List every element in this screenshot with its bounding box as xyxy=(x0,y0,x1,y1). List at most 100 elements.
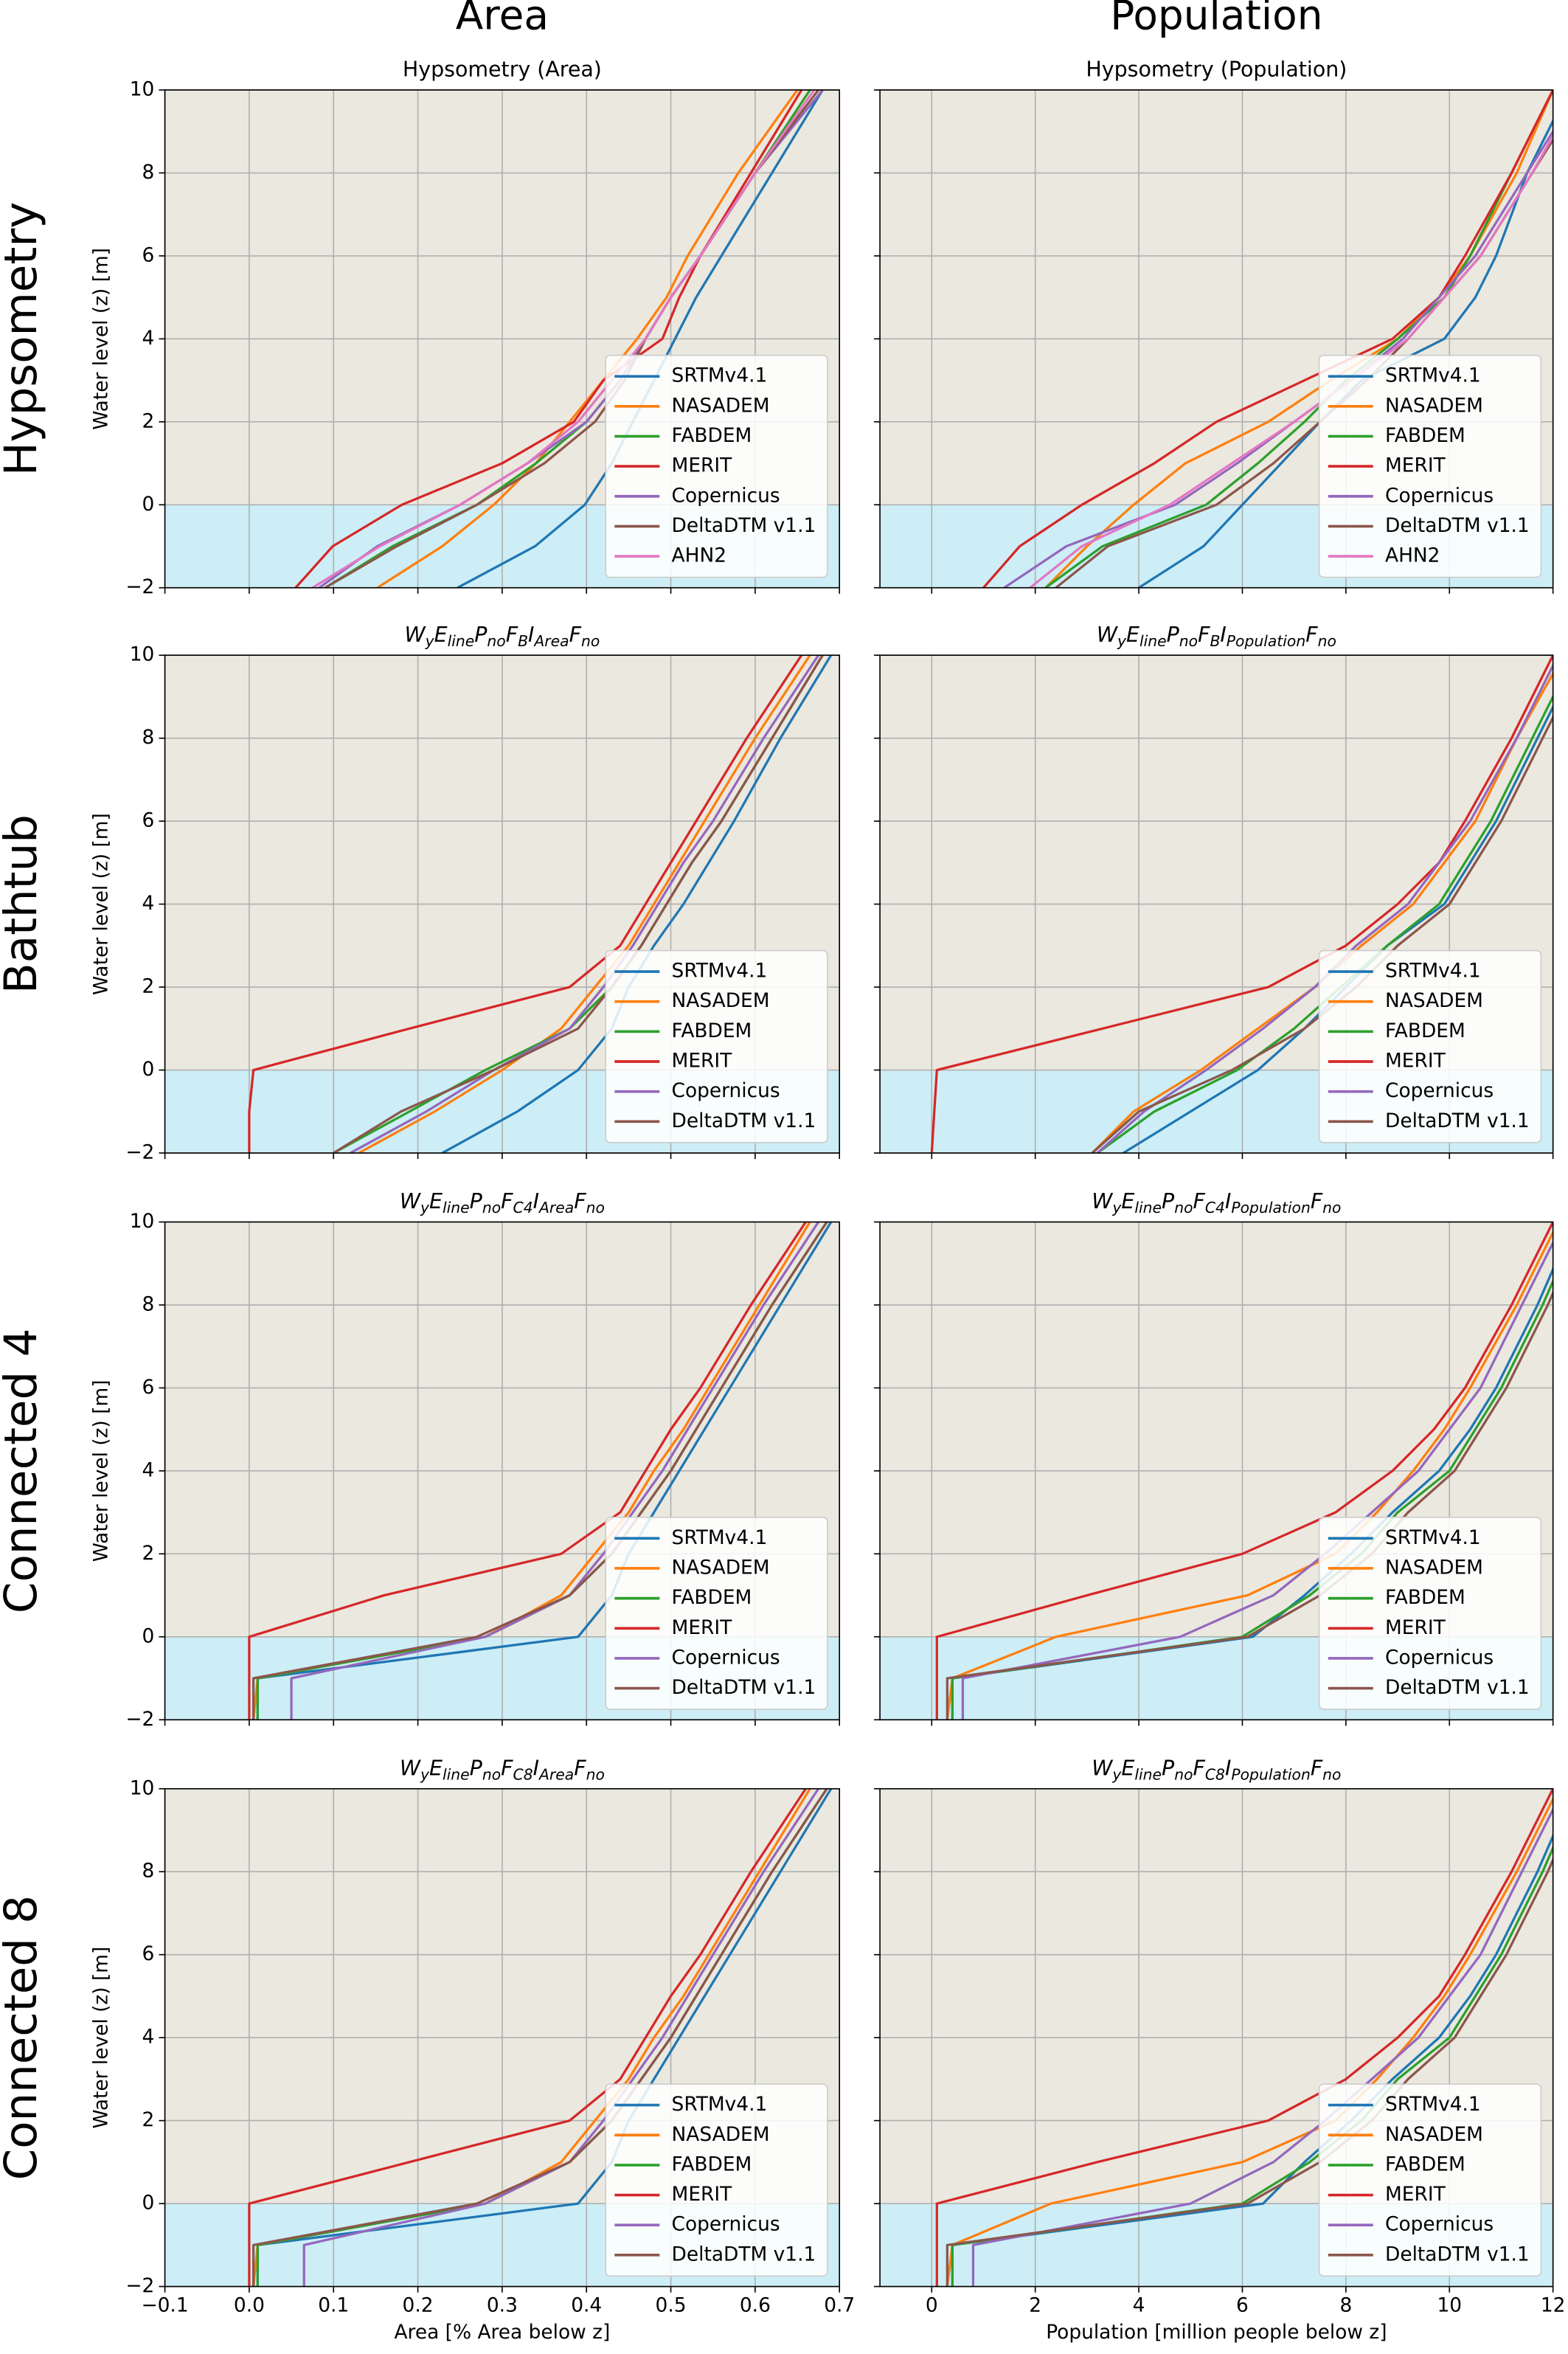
subplot-title: WyElinePnoFC4IPopulationFno xyxy=(1092,1189,1341,1216)
legend-label: FABDEM xyxy=(1385,2153,1465,2175)
y-axis-label: Water level (z) [m] xyxy=(90,813,113,995)
title-subscript: C4 xyxy=(1205,1199,1225,1216)
series-line xyxy=(1096,693,1553,1153)
title-subscript: line xyxy=(1134,1199,1162,1216)
series-line xyxy=(935,1788,1553,2287)
row-title: Bathtub xyxy=(0,814,47,994)
legend-label: DeltaDTM v1.1 xyxy=(1385,1110,1530,1132)
title-subscript: no xyxy=(1174,1199,1193,1216)
title-symbol: P xyxy=(474,623,488,647)
x-tick-label: −0.1 xyxy=(142,2294,189,2316)
title-subscript: y xyxy=(1111,1765,1122,1783)
title-subscript: y xyxy=(420,1199,430,1216)
series-line xyxy=(946,1229,1553,1720)
legend-label: DeltaDTM v1.1 xyxy=(1385,1676,1530,1699)
title-subscript: line xyxy=(448,632,475,650)
series-line xyxy=(946,1796,1553,2287)
legend-label: SRTMv4.1 xyxy=(1385,1526,1481,1549)
subplot-title: WyElinePnoFC8IAreaFno xyxy=(400,1756,605,1783)
title-subscript: y xyxy=(1117,632,1127,650)
title-symbol: F xyxy=(1305,623,1318,647)
title-symbol: W xyxy=(404,623,426,647)
legend-label: NASADEM xyxy=(672,2123,770,2146)
lines xyxy=(248,1788,833,2287)
y-tick-label: −2 xyxy=(125,1708,154,1731)
title-subscript: Population xyxy=(1231,1765,1310,1783)
legend-box xyxy=(1318,949,1542,1143)
series-line xyxy=(248,1788,807,2287)
legend-label: DeltaDTM v1.1 xyxy=(672,514,816,537)
subplot: −2 0 2 4 6 8 10 Hypsometry (Area) Water level (z… xyxy=(90,58,841,598)
legend-label: FABDEM xyxy=(1385,424,1465,447)
lines xyxy=(248,1222,833,1720)
axes-frame xyxy=(164,1787,841,2288)
x-tick-label: 0 xyxy=(926,2294,938,2316)
title-subscript: no xyxy=(586,1199,605,1216)
subplot: Hypsometry (Population) SRTMv4.1 NASADEM FA… xyxy=(873,58,1554,594)
title-symbol: W xyxy=(1097,623,1118,647)
title-symbol: E xyxy=(434,623,448,647)
title-symbol: F xyxy=(1311,1756,1323,1780)
title-symbol: I xyxy=(1225,1189,1231,1214)
series-line xyxy=(1096,662,1553,1153)
y-tick-label: 4 xyxy=(142,327,155,350)
y-tick-label: 8 xyxy=(142,726,155,749)
series-line xyxy=(302,1788,819,2287)
lines xyxy=(935,1788,1553,2287)
series-line xyxy=(951,1832,1553,2287)
legend-label: SRTMv4.1 xyxy=(672,1526,768,1549)
title-symbol: E xyxy=(1121,1189,1134,1214)
series-line xyxy=(248,655,803,1153)
y-tick-label: 6 xyxy=(142,809,155,832)
series-line xyxy=(935,1222,1553,1720)
series-line xyxy=(946,1289,1553,1720)
y-tick-label: 2 xyxy=(142,409,155,432)
column-title: Population xyxy=(1110,0,1322,39)
title-symbol: W xyxy=(1092,1756,1113,1780)
legend-label: NASADEM xyxy=(672,1556,770,1579)
lines xyxy=(930,655,1553,1153)
legend-label: SRTMv4.1 xyxy=(1385,364,1481,387)
x-tick-label: 2 xyxy=(1029,2294,1041,2316)
x-axis-label: Area [% Area below z] xyxy=(395,2321,611,2344)
title-symbol: P xyxy=(1167,623,1180,647)
y-tick-label: 8 xyxy=(142,1860,155,1883)
y-tick-label: 4 xyxy=(142,1458,155,1481)
y-tick-label: 10 xyxy=(130,1210,155,1233)
title-subscript: no xyxy=(1179,632,1198,650)
title-subscript: Population xyxy=(1227,632,1305,650)
series-line xyxy=(1091,671,1553,1153)
title-subscript: no xyxy=(1322,1199,1341,1216)
title-symbol: F xyxy=(501,1756,513,1780)
title-symbol: E xyxy=(429,1189,443,1214)
y-tick-label: 6 xyxy=(142,1376,155,1399)
axes-frame xyxy=(164,1221,841,1721)
title-symbol: W xyxy=(1092,1189,1113,1214)
y-tick-label: 6 xyxy=(142,243,155,266)
title-symbol: I xyxy=(1225,1756,1231,1780)
title-subscript: C8 xyxy=(1205,1765,1225,1783)
title-symbol: F xyxy=(574,1756,586,1780)
x-tick-label: 0.2 xyxy=(403,2294,434,2316)
axes-frame xyxy=(164,89,841,589)
legend-label: DeltaDTM v1.1 xyxy=(1385,514,1530,537)
series-line xyxy=(256,1222,833,1720)
legend-label: DeltaDTM v1.1 xyxy=(1385,2243,1530,2265)
row-title: Connected 4 xyxy=(0,1329,47,1613)
legend-label: MERIT xyxy=(1385,1049,1446,1072)
series-line xyxy=(350,655,819,1153)
series-line xyxy=(930,655,1553,1153)
x-tick-label: 12 xyxy=(1541,2294,1566,2316)
legend-box xyxy=(605,2083,828,2277)
x-tick-label: 4 xyxy=(1133,2294,1145,2316)
title-subscript: line xyxy=(1139,632,1167,650)
legend-box xyxy=(1318,1517,1542,1710)
title-subscript: y xyxy=(425,632,435,650)
legend-box xyxy=(605,1517,828,1710)
legend-label: Copernicus xyxy=(672,1646,780,1669)
title-symbol: I xyxy=(533,1189,539,1214)
y-tick-label: 0 xyxy=(142,1058,155,1081)
title-subscript: no xyxy=(1322,1765,1341,1783)
